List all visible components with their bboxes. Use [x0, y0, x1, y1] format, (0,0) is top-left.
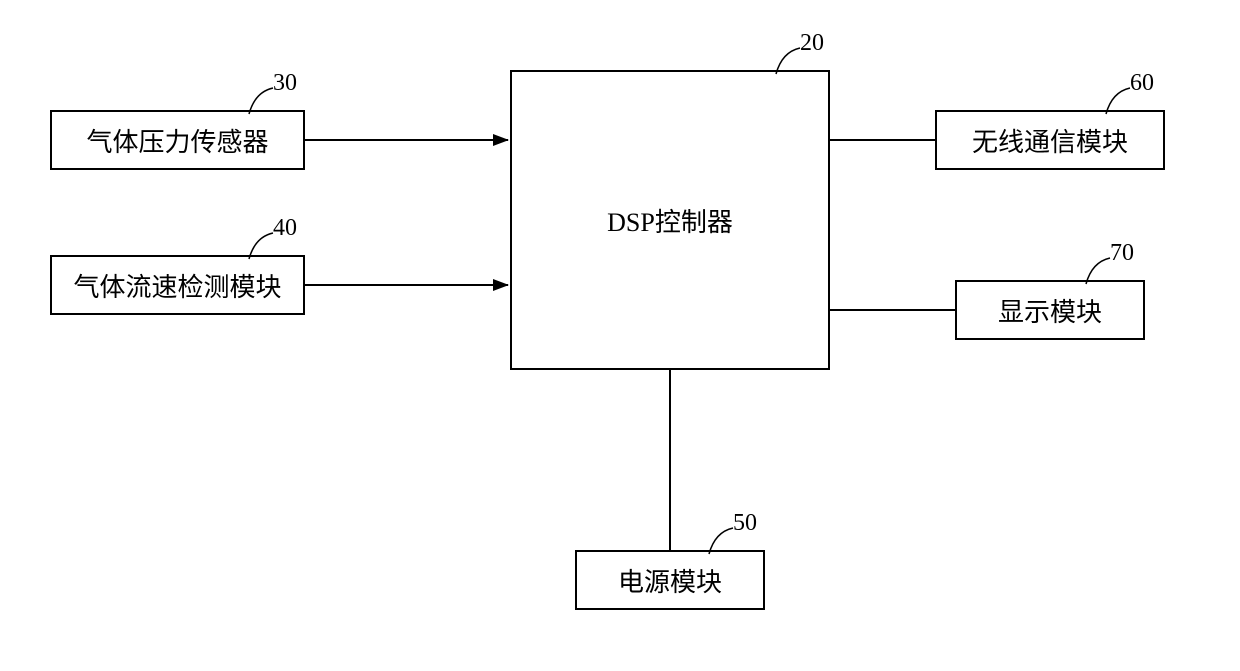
node-wireless-module-label: 无线通信模块: [972, 122, 1128, 159]
node-power-module-label: 电源模块: [618, 562, 722, 599]
ref-20: 20: [800, 30, 824, 57]
node-display-module-label: 显示模块: [998, 292, 1102, 329]
ref-40: 40: [273, 215, 297, 242]
ref-60: 60: [1130, 70, 1154, 97]
ref-30: 30: [273, 70, 297, 97]
node-controller-label: DSP控制器: [607, 202, 733, 239]
node-power-module: 电源模块: [575, 550, 765, 610]
node-controller: DSP控制器: [510, 70, 830, 370]
diagram-stage: DSP控制器 气体压力传感器 气体流速检测模块 电源模块 无线通信模块 显示模块…: [0, 0, 1240, 671]
node-wireless-module: 无线通信模块: [935, 110, 1165, 170]
node-display-module: 显示模块: [955, 280, 1145, 340]
node-gas-pressure-sensor-label: 气体压力传感器: [86, 122, 268, 159]
node-gas-pressure-sensor: 气体压力传感器: [50, 110, 305, 170]
ref-70: 70: [1110, 240, 1134, 267]
node-gas-flow-detector: 气体流速检测模块: [50, 255, 305, 315]
node-gas-flow-detector-label: 气体流速检测模块: [73, 267, 281, 304]
ref-50: 50: [733, 510, 757, 537]
